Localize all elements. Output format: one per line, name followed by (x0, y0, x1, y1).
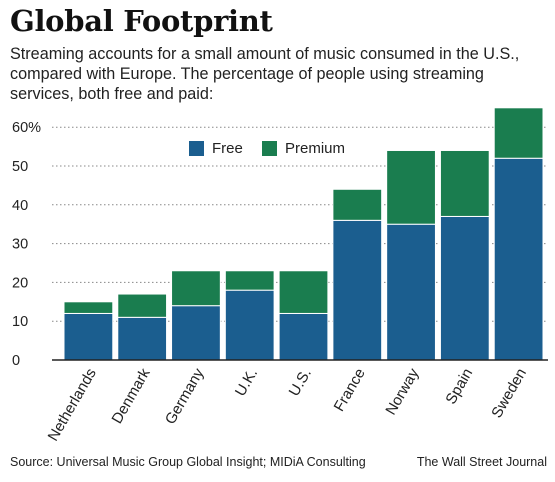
x-tick-label: Netherlands (45, 366, 100, 445)
chart-subtitle: Streaming accounts for a small amount of… (10, 45, 520, 103)
bar-free-norway (386, 223, 436, 361)
bar-free-uk (224, 289, 275, 361)
bar-premium-us (278, 270, 329, 314)
y-tick-label: 50 (12, 159, 28, 175)
legend-item-free: Free (189, 139, 243, 157)
x-tick-label: Denmark (108, 365, 153, 427)
bar-free-france (332, 219, 383, 361)
bar-premium-denmark (117, 293, 168, 318)
x-tick-label: U.K. (232, 366, 261, 400)
x-tick-label: Norway (382, 365, 422, 418)
y-tick-label: 0 (12, 353, 20, 369)
y-tick-label: 40 (12, 198, 28, 214)
y-tick-label: 20 (12, 275, 28, 291)
bar-premium-netherlands (63, 301, 114, 314)
y-tick-label: 10 (12, 314, 28, 330)
bar-premium-uk (224, 270, 275, 291)
legend-label-premium: Premium (285, 139, 346, 157)
bar-free-sweden (493, 157, 544, 361)
legend-swatch-free (189, 140, 204, 156)
x-tick-label: U.S. (286, 366, 315, 400)
bar-premium-spain (439, 149, 490, 217)
y-tick-label: 60% (12, 120, 41, 136)
bar-free-netherlands (63, 312, 114, 361)
bar-premium-norway (386, 149, 436, 225)
x-tick-label: France (331, 366, 369, 415)
bar-free-denmark (117, 316, 168, 361)
x-axis-labels: Netherlands Denmark Germany U.K. U.S. France N… (45, 365, 530, 444)
bar-premium-france (332, 188, 383, 221)
bar-free-us (278, 312, 329, 361)
x-tick-label: Spain (442, 366, 476, 408)
chart-title: Global Footprint (10, 4, 273, 38)
bar-premium-sweden (493, 107, 544, 159)
y-axis-ticks: 0 10 20 30 40 50 60% (12, 120, 41, 369)
legend-item-premium: Premium (262, 139, 345, 157)
publication-credit: The Wall Street Journal (416, 455, 547, 469)
x-tick-label: Sweden (488, 366, 530, 421)
bar-free-germany (171, 305, 221, 361)
legend-swatch-premium (262, 140, 277, 156)
x-tick-label: Germany (162, 365, 208, 427)
bar-free-spain (439, 215, 490, 361)
y-tick-label: 30 (12, 237, 28, 253)
bars (63, 107, 544, 361)
legend-label-free: Free (212, 139, 243, 157)
source-note: Source: Universal Music Group Global Ins… (10, 455, 366, 469)
bar-premium-germany (171, 270, 221, 307)
